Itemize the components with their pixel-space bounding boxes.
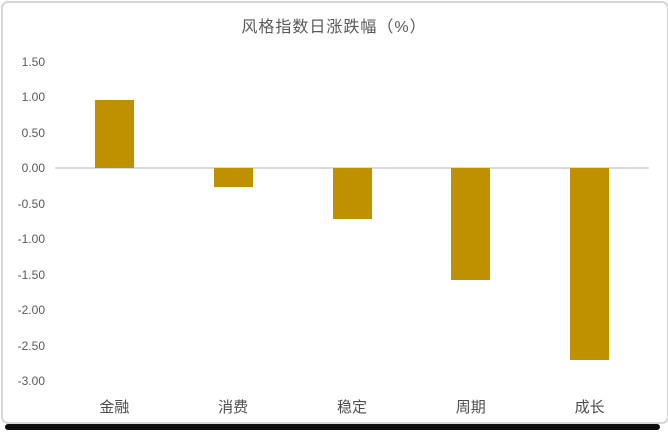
- y-tick-label: 0.00: [21, 161, 45, 176]
- y-tick-label: 1.50: [21, 55, 45, 69]
- x-category-label: 成长: [574, 399, 605, 416]
- y-tick-label: -0.50: [17, 196, 45, 211]
- x-category-label: 消费: [218, 399, 249, 416]
- x-category-label: 金融: [99, 399, 130, 416]
- x-category-label: 稳定: [336, 399, 367, 416]
- y-tick-label: -2.00: [17, 303, 45, 318]
- y-tick-label: -3.00: [17, 374, 45, 388]
- y-tick-label: 1.00: [21, 90, 45, 105]
- x-category-label: 周期: [455, 399, 486, 416]
- chart-title: 风格指数日涨跌幅（%）: [241, 19, 427, 36]
- bar-消费: [213, 168, 253, 188]
- y-tick-label: -2.50: [17, 338, 45, 353]
- bar-成长: [570, 168, 610, 360]
- y-tick-label: -1.50: [17, 267, 45, 282]
- y-tick-label: 0.50: [21, 125, 45, 140]
- bottom-edge-bar: [5, 424, 660, 430]
- bar-金融: [94, 99, 134, 169]
- bar-稳定: [332, 168, 372, 220]
- bar-周期: [451, 168, 491, 281]
- y-tick-label: -1.00: [17, 232, 45, 247]
